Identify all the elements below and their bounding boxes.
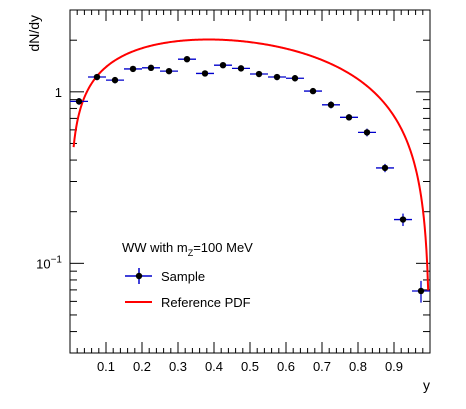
sample-point [106,76,124,84]
x-tick-label: 0.1 [97,359,115,374]
sample-point [322,101,340,109]
legend: WW with mZ=100 MeV Sample Reference PDF [122,240,253,310]
reference-pdf-series [72,38,430,291]
legend-title-prefix: WW with m [122,240,188,255]
y-tick-label: 1 [55,85,62,100]
legend-title-suffix: =100 MeV [193,240,253,255]
x-axis-title: y [423,377,430,393]
sample-marker [309,87,317,95]
sample-marker [165,67,173,75]
sample-marker [111,76,119,84]
sample-marker [219,61,227,69]
x-tick-label: 0.4 [205,359,223,374]
sample-point [412,280,430,303]
sample-marker [381,164,389,172]
reference-pdf-curve [72,38,430,291]
sample-point [124,65,142,73]
legend-pdf-label: Reference PDF [161,295,251,310]
sample-point [196,70,214,77]
legend-title: WW with mZ=100 MeV [122,240,253,258]
legend-sample-label: Sample [161,269,205,284]
sample-series [70,55,430,303]
sample-marker [327,101,335,109]
y-axis-ticks [70,9,430,354]
sample-point [394,213,412,227]
legend-title-subscript: Z [188,248,194,258]
sample-marker [399,216,407,223]
sample-marker [201,70,209,77]
sample-point [376,163,394,173]
sample-point [160,67,178,75]
sample-point [358,128,376,137]
sample-point [250,70,268,78]
sample-marker [93,73,101,81]
y-axis-title: dN/dy [26,15,42,52]
y-tick-label: 10−1 [36,254,62,271]
sample-marker [183,55,191,63]
sample-marker [363,129,371,136]
x-axis-tick-labels: 0.1 0.2 0.3 0.4 0.5 0.6 0.7 0.8 0.9 [97,359,403,374]
x-tick-label: 0.9 [385,359,403,374]
sample-point [142,64,160,72]
sample-marker [75,98,83,105]
sample-point [70,98,88,105]
x-tick-label: 0.7 [313,359,331,374]
sample-marker [291,75,299,82]
sample-marker [345,114,353,121]
sample-point [178,55,196,63]
sample-marker [237,65,245,72]
legend-sample-symbol [125,268,152,284]
x-tick-label: 0.8 [349,359,367,374]
x-tick-label: 0.2 [133,359,151,374]
sample-point [88,73,106,81]
sample-marker [147,64,155,72]
sample-marker [273,73,281,81]
x-axis-ticks [76,10,424,353]
sample-marker [417,287,425,295]
x-tick-label: 0.6 [277,359,295,374]
x-tick-label: 0.5 [241,359,259,374]
sample-point [286,75,304,82]
sample-marker [255,70,263,78]
sample-marker [129,65,137,73]
x-tick-label: 0.3 [169,359,187,374]
sample-point [214,61,232,69]
sample-point [304,87,322,95]
sample-point [232,65,250,72]
sample-point [340,114,358,121]
y-axis-tick-labels: 1 10−1 [36,85,62,272]
sample-point [268,73,286,81]
